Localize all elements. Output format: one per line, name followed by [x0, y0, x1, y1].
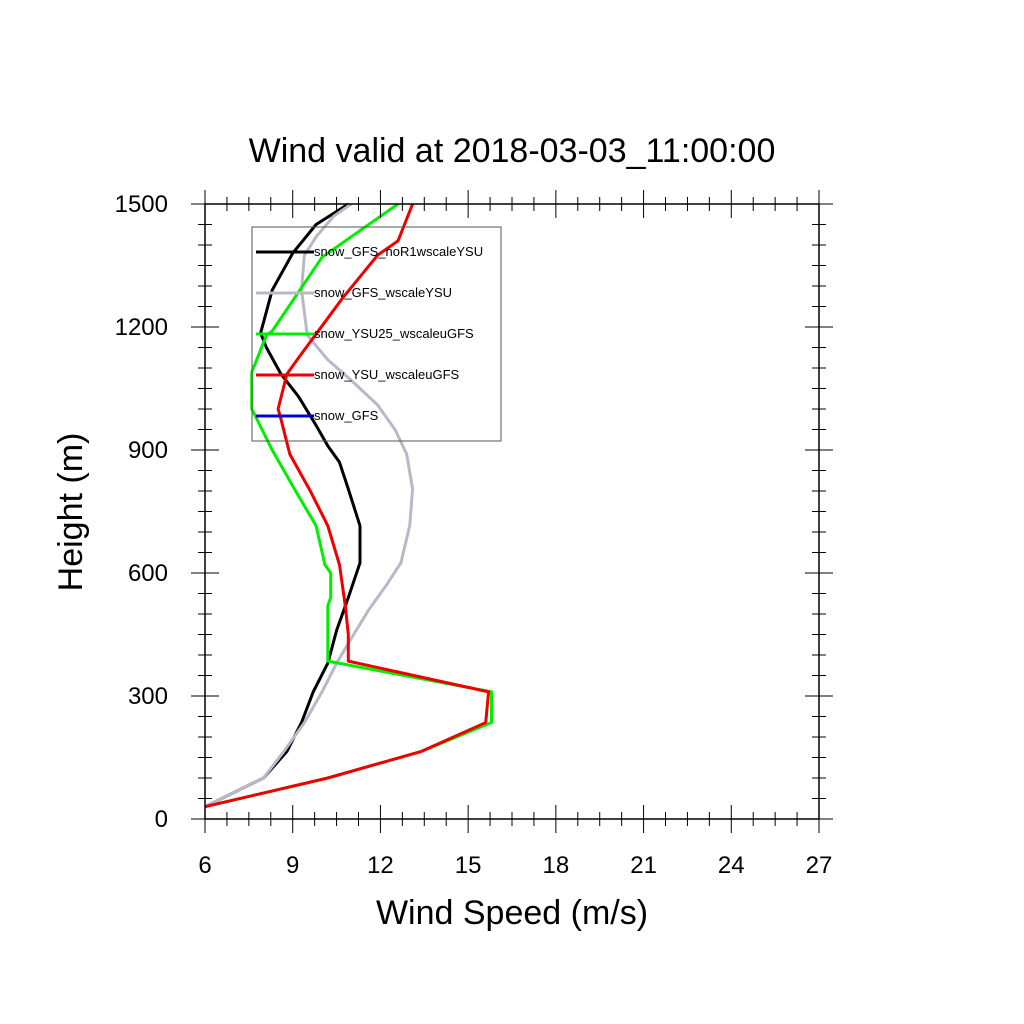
series-layer — [204, 202, 493, 809]
series-line-4 — [204, 203, 491, 809]
y-axis-label: Height (m) — [52, 433, 90, 592]
x-axis-label: Wind Speed (m/s) — [376, 894, 648, 932]
series-line-3 — [204, 202, 493, 809]
x-tick-label: 15 — [455, 852, 482, 879]
y-tick-label: 300 — [128, 683, 168, 710]
legend-label-2: snow_GFS_wscaleYSU — [314, 285, 452, 300]
x-tick-label: 21 — [630, 852, 657, 879]
series-line-1 — [204, 202, 362, 809]
y-tick-label: 0 — [155, 806, 168, 833]
x-tick-label: 18 — [543, 852, 570, 879]
y-tick-label: 1500 — [115, 191, 168, 218]
legend: snow_GFS_noR1wscaleYSU snow_GFS_wscaleYSU… — [251, 226, 502, 442]
tick-labels-layer: 6 9 12 15 18 21 24 27 0 300 600 900 1200 1500 — [115, 191, 833, 879]
chart-title: Wind valid at 2018-03-03_11:00:00 — [249, 132, 776, 170]
x-tick-label: 9 — [286, 852, 299, 879]
legend-label-3: snow_YSU25_wscaleuGFS — [314, 326, 474, 341]
legend-label-4: snow_YSU_wscaleuGFS — [314, 367, 460, 382]
ticks-layer — [191, 190, 833, 833]
x-tick-label: 24 — [718, 852, 745, 879]
y-tick-label: 900 — [128, 437, 168, 464]
y-tick-label: 1200 — [115, 314, 168, 341]
legend-label-5: snow_GFS — [314, 408, 379, 423]
legend-label-1: snow_GFS_noR1wscaleYSU — [314, 244, 483, 259]
x-tick-label: 27 — [806, 852, 833, 879]
y-tick-label: 600 — [128, 560, 168, 587]
legend-box — [251, 226, 502, 442]
series-line-2 — [204, 202, 415, 809]
x-tick-label: 12 — [367, 852, 394, 879]
x-tick-label: 6 — [198, 852, 211, 879]
